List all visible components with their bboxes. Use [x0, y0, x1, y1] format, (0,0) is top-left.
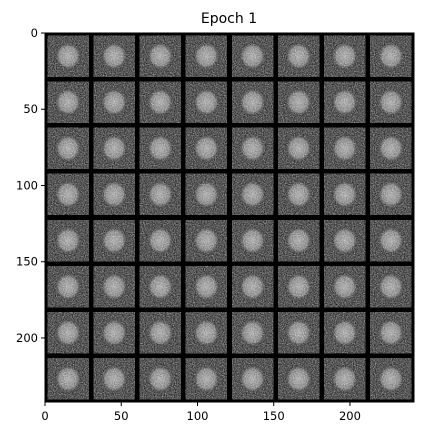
sample-tile [324, 81, 366, 123]
sample-tile [47, 173, 89, 215]
sample-tile [278, 266, 320, 308]
sample-tile [232, 220, 274, 262]
sample-tile [278, 127, 320, 169]
sample-tile [139, 266, 181, 308]
y-tick-label: 50 [23, 102, 38, 116]
y-tick-label: 200 [16, 331, 38, 345]
sample-tile [47, 312, 89, 354]
sample-tile [47, 220, 89, 262]
sample-tile [278, 81, 320, 123]
sample-tile [370, 173, 412, 215]
sample-tile [93, 358, 135, 400]
sample-tile [232, 358, 274, 400]
sample-tile [324, 358, 366, 400]
sample-tile [139, 312, 181, 354]
sample-tile [93, 127, 135, 169]
x-axis: 0 50 100 150 200 [41, 402, 361, 423]
sample-tile [370, 266, 412, 308]
sample-tile [278, 220, 320, 262]
sample-tile [185, 81, 227, 123]
sample-tile [139, 35, 181, 77]
sample-tile [47, 266, 89, 308]
sample-tile [93, 266, 135, 308]
sample-tile [232, 312, 274, 354]
y-tick-label: 150 [16, 255, 38, 269]
x-tick-label: 150 [263, 409, 285, 423]
sample-tile [370, 35, 412, 77]
sample-tile [370, 358, 412, 400]
sample-tile [232, 35, 274, 77]
sample-tile [93, 35, 135, 77]
sample-tile [232, 127, 274, 169]
sample-tile [370, 127, 412, 169]
sample-tile [185, 358, 227, 400]
sample-tile [278, 358, 320, 400]
sample-tile [232, 266, 274, 308]
sample-tile [139, 220, 181, 262]
sample-tile [139, 173, 181, 215]
sample-tile [324, 173, 366, 215]
sample-tile [47, 35, 89, 77]
sample-tile [47, 127, 89, 169]
sample-tile [139, 81, 181, 123]
sample-tile [324, 266, 366, 308]
axes-frame [44, 32, 415, 403]
sample-tile [139, 127, 181, 169]
x-tick-label: 50 [114, 409, 129, 423]
sample-tile [370, 220, 412, 262]
sample-tile [185, 127, 227, 169]
sample-tile [185, 220, 227, 262]
sample-tile [324, 35, 366, 77]
plot-title: Epoch 1 [201, 11, 257, 27]
sample-tile [278, 173, 320, 215]
sample-tile [278, 312, 320, 354]
sample-tile [324, 220, 366, 262]
sample-tile [139, 358, 181, 400]
sample-tile [47, 358, 89, 400]
sample-tile [93, 220, 135, 262]
sample-tile [185, 173, 227, 215]
sample-tile [93, 173, 135, 215]
y-tick-label: 0 [31, 26, 38, 40]
sample-tile [185, 312, 227, 354]
sample-tile [185, 266, 227, 308]
sample-tile [278, 35, 320, 77]
y-axis: 0 50 100 150 200 [16, 26, 45, 345]
sample-tile [370, 312, 412, 354]
x-tick-label: 200 [339, 409, 361, 423]
sample-tile [370, 81, 412, 123]
sample-tile [47, 81, 89, 123]
sample-tile [324, 127, 366, 169]
sample-tile [93, 312, 135, 354]
sample-tile [324, 312, 366, 354]
sample-tile [93, 81, 135, 123]
sample-tile [232, 81, 274, 123]
y-tick-label: 100 [16, 178, 38, 192]
x-tick-label: 100 [187, 409, 209, 423]
sample-tile [185, 35, 227, 77]
sample-tile [232, 173, 274, 215]
x-tick-label: 0 [41, 409, 48, 423]
generated-image-grid [45, 33, 414, 402]
